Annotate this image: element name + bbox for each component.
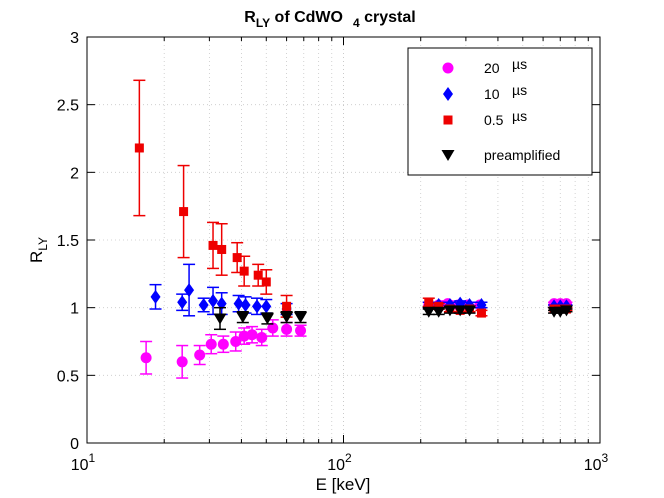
- data-point: [281, 323, 293, 335]
- data-point: [150, 289, 161, 304]
- data-point: [476, 297, 487, 312]
- data-point: [424, 297, 434, 307]
- data-point: [253, 270, 263, 280]
- data-point: [294, 312, 308, 324]
- legend-unit: µs: [512, 108, 527, 124]
- data-point: [217, 338, 229, 350]
- y-tick-label: 3: [70, 30, 79, 47]
- data-point: [232, 253, 242, 263]
- legend-unit: µs: [512, 82, 527, 98]
- data-point: [251, 299, 262, 314]
- legend-marker: [442, 62, 454, 74]
- y-tick-label: 2: [70, 165, 79, 182]
- legend-label: 10: [484, 86, 500, 102]
- legend-label: preamplified: [484, 147, 560, 163]
- y-axis-label: RLY: [27, 237, 50, 263]
- data-point: [239, 266, 249, 276]
- data-point: [236, 312, 250, 324]
- series-preamplified: [213, 305, 573, 331]
- y-tick-label: 0: [70, 436, 79, 453]
- legend-box: [407, 47, 593, 176]
- legend-marker: [443, 87, 453, 101]
- data-point: [295, 325, 307, 337]
- legend: 20 µs 10 µs 0.5 µs preamplified: [407, 47, 593, 176]
- data-point: [280, 312, 294, 324]
- data-point: [463, 305, 477, 317]
- data-point: [198, 297, 209, 312]
- data-point: [140, 352, 152, 364]
- data-point: [267, 322, 279, 334]
- data-point: [208, 240, 218, 250]
- data-point: [432, 306, 446, 318]
- data-point: [213, 313, 227, 325]
- data-point: [443, 305, 457, 317]
- data-point: [177, 295, 188, 310]
- data-point: [476, 308, 486, 318]
- data-point: [422, 306, 436, 318]
- data-point: [176, 356, 188, 368]
- legend-label: 0.5: [484, 112, 504, 128]
- legend-marker: [443, 115, 453, 125]
- data-point: [233, 296, 244, 311]
- data-point: [256, 331, 268, 343]
- data-point: [453, 305, 467, 317]
- y-tick-label: 2.5: [57, 98, 79, 115]
- data-point: [217, 244, 227, 254]
- chart-title: RLY of CdWO 4 crystal: [244, 9, 415, 30]
- data-point: [184, 283, 195, 298]
- x-tick-label: 102: [327, 451, 352, 474]
- axis-ticks: 0 0.5 1 1.5 2 2.5 3 101 102 103: [57, 30, 609, 474]
- x-tick-label: 101: [71, 451, 96, 474]
- data-point: [282, 301, 292, 311]
- data-point: [134, 143, 144, 153]
- x-tick-label: 103: [584, 451, 609, 474]
- data-point: [246, 329, 258, 341]
- data-point: [260, 313, 274, 325]
- data-point: [208, 293, 219, 308]
- legend-label: 20: [484, 60, 500, 76]
- data-point: [261, 277, 271, 287]
- data-point: [179, 207, 189, 217]
- data-point: [559, 305, 573, 317]
- legend-unit: µs: [512, 56, 527, 72]
- y-tick-label: 1.5: [57, 233, 79, 250]
- data-point: [205, 338, 217, 350]
- y-tick-label: 0.5: [57, 368, 79, 385]
- y-tick-label: 1: [70, 301, 79, 318]
- data-point: [261, 299, 272, 314]
- data-point: [434, 301, 444, 311]
- data-point: [240, 297, 251, 312]
- data-point: [194, 349, 206, 361]
- x-axis-label: E [keV]: [316, 475, 371, 494]
- series-layer: [133, 79, 573, 379]
- legend-marker: [441, 150, 455, 161]
- grid: [87, 37, 600, 443]
